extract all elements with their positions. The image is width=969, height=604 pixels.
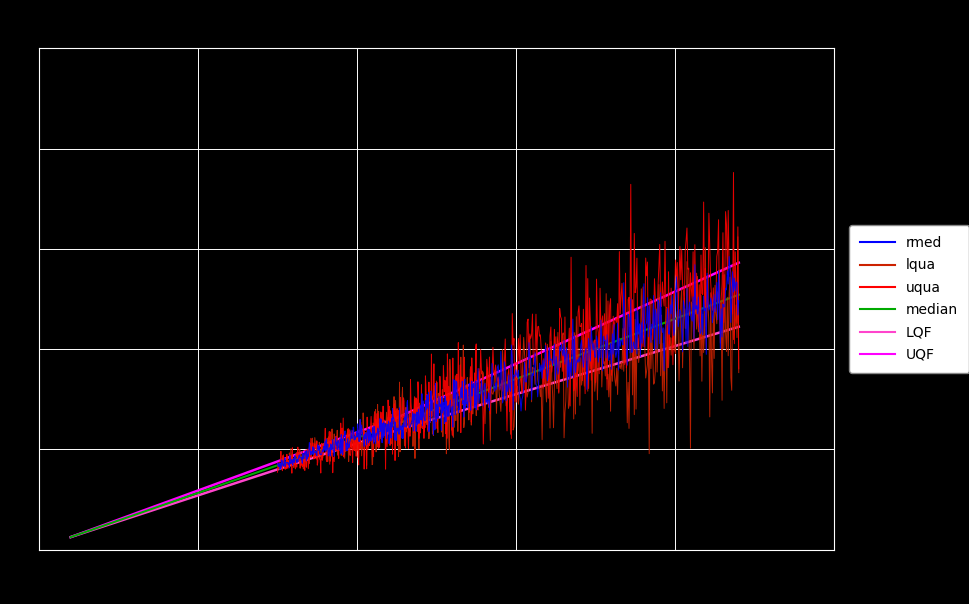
Legend: rmed, lqua, uqua, median, LQF, UQF: rmed, lqua, uqua, median, LQF, UQF [848,225,968,373]
